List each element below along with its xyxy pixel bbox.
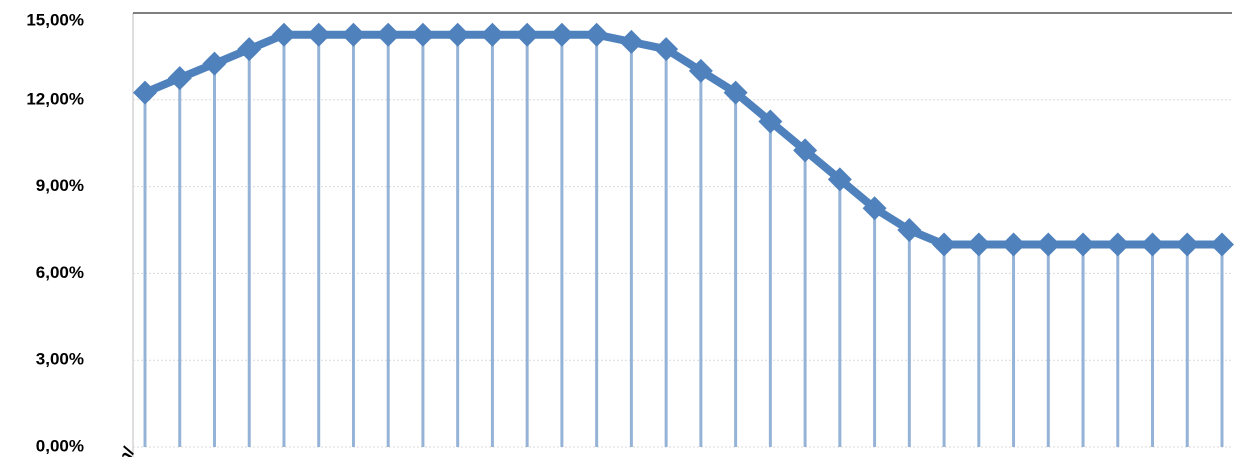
y-tick-label: 9,00% xyxy=(36,176,84,195)
marker xyxy=(167,66,192,91)
marker xyxy=(584,22,609,47)
marker xyxy=(445,22,470,47)
marker xyxy=(480,22,505,47)
marker xyxy=(1140,232,1165,257)
marker xyxy=(1036,232,1061,257)
marker xyxy=(515,22,540,47)
marker xyxy=(862,196,887,221)
marker xyxy=(932,232,957,257)
marker xyxy=(549,22,574,47)
marker xyxy=(654,37,679,62)
marker xyxy=(897,218,922,242)
marker xyxy=(1001,232,1026,257)
series-line xyxy=(143,30,1222,249)
marker xyxy=(306,22,331,47)
marker xyxy=(827,167,852,192)
marker xyxy=(688,58,713,83)
marker xyxy=(723,80,748,105)
marker xyxy=(202,51,227,76)
marker xyxy=(1071,232,1096,257)
marker xyxy=(271,22,296,47)
y-tick-label: 15,00% xyxy=(26,10,84,29)
marker xyxy=(793,138,818,163)
marker xyxy=(619,29,644,54)
x-tick-label: jan/ xyxy=(107,444,139,457)
marker xyxy=(133,80,157,105)
marker xyxy=(758,109,783,134)
y-tick-label: 3,00% xyxy=(36,350,84,369)
marker xyxy=(341,22,366,47)
marker xyxy=(966,232,991,257)
marker xyxy=(1210,232,1234,257)
marker xyxy=(1175,232,1200,257)
marker xyxy=(237,37,262,62)
y-tick-label: 6,00% xyxy=(36,263,84,282)
marker xyxy=(1105,232,1130,257)
y-tick-label: 0,00% xyxy=(36,436,84,455)
y-tick-label: 12,00% xyxy=(26,89,84,108)
marker xyxy=(410,22,435,47)
marker xyxy=(376,22,401,47)
